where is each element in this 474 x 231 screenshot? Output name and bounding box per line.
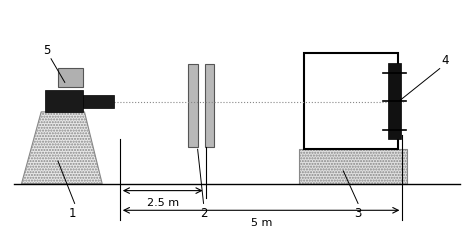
Bar — [388, 63, 401, 140]
Text: 3: 3 — [355, 207, 362, 220]
Bar — [299, 149, 407, 184]
Bar — [204, 64, 214, 147]
Bar — [188, 64, 198, 147]
Bar — [304, 53, 398, 149]
Text: 2: 2 — [200, 207, 207, 220]
Polygon shape — [21, 112, 102, 184]
Bar — [82, 95, 114, 108]
Bar — [58, 68, 83, 87]
Text: 4: 4 — [441, 54, 448, 67]
Text: 5 m: 5 m — [251, 218, 272, 228]
Text: 5: 5 — [44, 44, 51, 57]
Text: 2.5 m: 2.5 m — [147, 198, 179, 209]
Bar — [45, 90, 82, 112]
Text: 1: 1 — [69, 207, 76, 220]
